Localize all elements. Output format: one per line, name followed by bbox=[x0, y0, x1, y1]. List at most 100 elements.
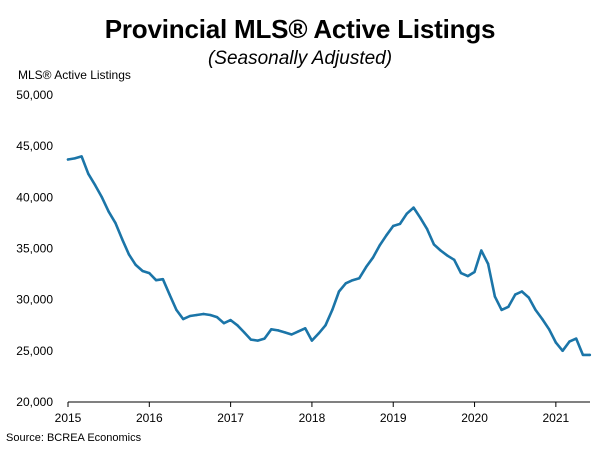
data-point bbox=[331, 308, 334, 312]
data-point bbox=[188, 314, 192, 318]
data-point bbox=[507, 305, 510, 309]
data-point bbox=[107, 210, 110, 213]
y-axis-label: MLS® Active Listings bbox=[18, 68, 131, 82]
data-point bbox=[175, 308, 178, 312]
data-point bbox=[141, 269, 144, 273]
y-tick-label: 30,000 bbox=[16, 293, 53, 307]
data-point bbox=[547, 328, 551, 331]
data-point bbox=[439, 249, 442, 252]
y-tick-label: 40,000 bbox=[16, 190, 53, 204]
data-point bbox=[568, 340, 571, 343]
data-point bbox=[459, 271, 463, 275]
data-point bbox=[412, 206, 415, 209]
data-point bbox=[520, 290, 524, 293]
data-point bbox=[446, 254, 449, 257]
series-group bbox=[66, 155, 592, 357]
y-tick-label: 20,000 bbox=[16, 395, 53, 409]
data-point bbox=[324, 324, 327, 327]
data-point bbox=[87, 172, 90, 175]
data-point bbox=[256, 339, 259, 342]
y-tick-label: 25,000 bbox=[16, 344, 53, 358]
data-point bbox=[202, 312, 205, 316]
data-point bbox=[371, 256, 375, 259]
data-point bbox=[358, 276, 361, 280]
data-point bbox=[161, 278, 165, 281]
data-point bbox=[473, 270, 476, 274]
y-axis-ticks: 20,000 25,000 30,000 35,000 40,000 45,000 50,0… bbox=[16, 88, 53, 409]
data-point bbox=[466, 274, 469, 278]
data-point bbox=[283, 331, 287, 334]
y-tick-label: 50,000 bbox=[16, 88, 53, 102]
data-point bbox=[513, 293, 517, 296]
data-point bbox=[290, 333, 293, 336]
data-point bbox=[297, 330, 300, 333]
data-point bbox=[182, 317, 185, 321]
data-point bbox=[73, 157, 76, 160]
data-point bbox=[236, 324, 239, 327]
data-point bbox=[168, 293, 171, 296]
data-point bbox=[432, 243, 436, 246]
data-point bbox=[574, 337, 578, 340]
data-point bbox=[453, 258, 456, 261]
data-point bbox=[66, 158, 70, 161]
source-note: Source: BCREA Economics bbox=[6, 432, 142, 444]
x-tick-label: 2021 bbox=[542, 411, 569, 425]
data-point bbox=[148, 271, 151, 275]
data-point bbox=[364, 265, 368, 269]
data-point bbox=[154, 279, 158, 282]
data-point bbox=[93, 183, 97, 187]
x-tick-label: 2020 bbox=[461, 411, 488, 425]
data-point bbox=[114, 221, 117, 225]
data-point bbox=[127, 253, 131, 256]
x-tick-label: 2017 bbox=[217, 411, 244, 425]
x-tick-label: 2018 bbox=[299, 411, 326, 425]
data-point bbox=[425, 227, 429, 231]
data-point bbox=[195, 313, 198, 317]
data-point bbox=[242, 331, 246, 334]
data-point bbox=[270, 328, 273, 331]
chart-subtitle: (Seasonally Adjusted) bbox=[207, 48, 393, 69]
data-point bbox=[405, 212, 409, 215]
data-point bbox=[317, 332, 320, 335]
data-point bbox=[581, 353, 585, 357]
data-point bbox=[310, 339, 314, 342]
x-tick-label: 2015 bbox=[55, 411, 82, 425]
data-point bbox=[419, 216, 422, 219]
data-point bbox=[229, 318, 232, 322]
data-point bbox=[561, 349, 564, 353]
data-point bbox=[480, 249, 483, 252]
data-point bbox=[80, 155, 83, 158]
data-point bbox=[486, 262, 490, 266]
data-point bbox=[276, 329, 280, 332]
data-point bbox=[344, 282, 348, 285]
series-line bbox=[66, 155, 592, 357]
data-point bbox=[500, 308, 503, 312]
data-point bbox=[351, 279, 354, 282]
data-point bbox=[398, 222, 402, 226]
data-point bbox=[215, 315, 219, 319]
x-tick-label: 2016 bbox=[136, 411, 163, 425]
data-point bbox=[392, 224, 395, 228]
data-point bbox=[378, 244, 381, 247]
y-tick-label: 45,000 bbox=[16, 139, 53, 153]
data-point bbox=[527, 296, 530, 299]
x-axis-ticks: 2015 2016 2017 2018 2019 2020 2021 bbox=[55, 402, 570, 425]
data-point bbox=[134, 263, 137, 267]
data-point bbox=[222, 322, 226, 325]
data-point bbox=[493, 295, 497, 298]
data-point bbox=[303, 327, 307, 330]
data-point bbox=[385, 233, 388, 237]
data-point bbox=[534, 308, 537, 312]
data-point bbox=[121, 238, 124, 241]
data-point bbox=[263, 337, 266, 340]
y-tick-label: 35,000 bbox=[16, 242, 53, 256]
chart-title: Provincial MLS® Active Listings bbox=[104, 14, 496, 44]
data-point bbox=[337, 290, 341, 293]
x-tick-label: 2019 bbox=[380, 411, 407, 425]
data-point bbox=[554, 341, 558, 344]
data-point bbox=[541, 317, 544, 321]
data-point bbox=[249, 338, 253, 341]
data-point bbox=[100, 196, 104, 199]
data-point bbox=[209, 313, 212, 317]
